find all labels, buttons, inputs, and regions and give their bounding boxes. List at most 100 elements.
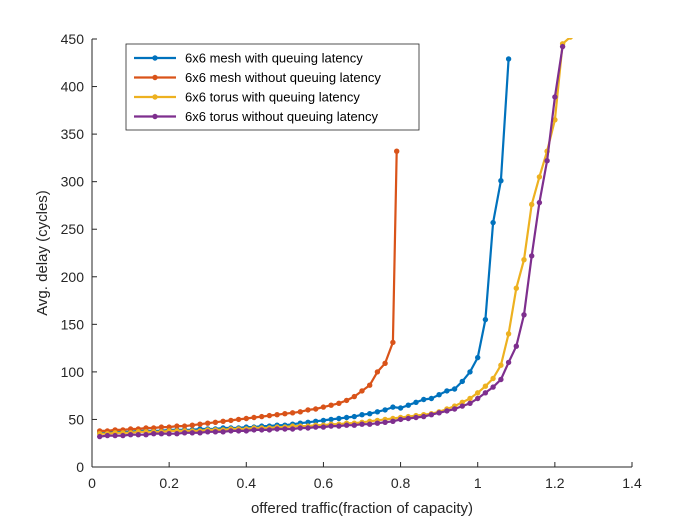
data-point: [343, 414, 350, 421]
data-point: [243, 428, 249, 434]
data-point: [181, 430, 188, 436]
legend-entry-label: 6x6 mesh without queuing latency: [185, 70, 381, 85]
data-point: [135, 432, 141, 438]
x-tick-label: 1.2: [545, 475, 565, 491]
data-point: [235, 416, 242, 423]
ticks-layer: 0 0.2 0.4 0.6 0.8 1 1.2 1.4 0 50 100 150 200 250 300 35…: [61, 31, 642, 491]
data-point: [220, 418, 226, 424]
data-point: [521, 257, 527, 263]
data-point: [475, 354, 481, 361]
data-point: [394, 148, 400, 154]
data-point: [212, 429, 219, 435]
data-point: [143, 432, 149, 438]
data-point: [305, 419, 311, 425]
data-point: [451, 406, 458, 412]
data-point: [305, 407, 311, 413]
data-point: [297, 409, 303, 415]
data-point: [158, 431, 165, 437]
legend-swatch-marker: [152, 113, 158, 120]
data-point: [536, 199, 543, 206]
data-point: [552, 94, 558, 100]
data-point: [297, 425, 303, 431]
series-4: [97, 43, 566, 440]
y-tick-label: 150: [61, 316, 85, 332]
data-point: [127, 432, 134, 438]
data-point: [97, 433, 103, 440]
series-2: [97, 148, 400, 434]
data-point: [220, 429, 226, 435]
data-point: [536, 174, 543, 180]
data-point: [259, 413, 265, 420]
data-point: [313, 406, 319, 412]
y-tick-label: 400: [61, 79, 85, 95]
data-point: [351, 393, 357, 400]
data-point: [289, 410, 296, 416]
y-axis-label: Avg. delay (cycles): [34, 190, 51, 316]
data-point: [228, 428, 234, 434]
data-point: [374, 369, 381, 375]
data-point: [151, 431, 157, 437]
data-point: [521, 312, 527, 318]
x-tick-label: 1: [474, 475, 482, 491]
data-point: [390, 339, 396, 346]
series-layer: [97, 38, 573, 440]
data-point: [367, 382, 373, 388]
data-point: [513, 285, 519, 291]
legend-entry-label: 6x6 torus with queuing latency: [185, 90, 360, 105]
data-point: [212, 419, 219, 425]
data-point: [243, 415, 249, 422]
data-point: [120, 432, 126, 439]
data-point: [390, 404, 396, 410]
y-tick-label: 350: [61, 126, 85, 142]
data-point: [181, 423, 188, 429]
data-point: [359, 421, 365, 427]
data-point: [359, 388, 365, 394]
data-point: [205, 420, 211, 426]
y-tick-label: 300: [61, 174, 85, 190]
data-point: [189, 422, 195, 428]
data-point: [413, 414, 419, 421]
x-tick-label: 0.6: [314, 475, 334, 491]
data-point: [382, 407, 388, 413]
data-point: [174, 431, 180, 437]
legend: 6x6 mesh with queuing latency 6x6 mesh wi…: [125, 43, 420, 131]
data-point: [505, 56, 512, 62]
data-point: [328, 416, 334, 423]
data-point: [328, 423, 334, 429]
y-tick-label: 50: [68, 411, 84, 427]
data-point: [382, 419, 388, 425]
data-point: [475, 395, 481, 402]
data-point: [367, 411, 373, 417]
data-point: [529, 253, 535, 259]
data-point: [397, 416, 404, 423]
data-point: [282, 411, 288, 417]
data-point: [313, 418, 319, 424]
legend-swatch-marker: [152, 94, 158, 100]
data-point: [482, 316, 489, 323]
data-point: [305, 425, 311, 431]
data-point: [513, 343, 519, 349]
data-point: [482, 390, 489, 396]
y-tick-label: 0: [76, 459, 84, 475]
legend-swatch-marker: [152, 74, 158, 81]
data-point: [166, 424, 172, 430]
y-tick-label: 100: [61, 364, 85, 380]
legend-entry-label: 6x6 mesh with queuing latency: [185, 51, 363, 66]
data-point: [374, 420, 381, 426]
data-point: [313, 424, 319, 430]
data-point: [282, 426, 288, 432]
data-point: [498, 362, 504, 368]
data-point: [413, 399, 419, 405]
y-tick-label: 250: [61, 221, 85, 237]
data-point: [421, 396, 427, 403]
data-point: [498, 178, 504, 184]
series-line: [99, 151, 398, 432]
x-tick-label: 0.8: [391, 475, 411, 491]
data-point: [351, 413, 357, 420]
data-point: [205, 429, 211, 435]
data-point: [235, 428, 242, 434]
x-tick-label: 0.2: [159, 475, 179, 491]
data-point: [459, 399, 465, 405]
y-tick-label: 450: [61, 31, 85, 47]
data-point: [559, 43, 566, 50]
